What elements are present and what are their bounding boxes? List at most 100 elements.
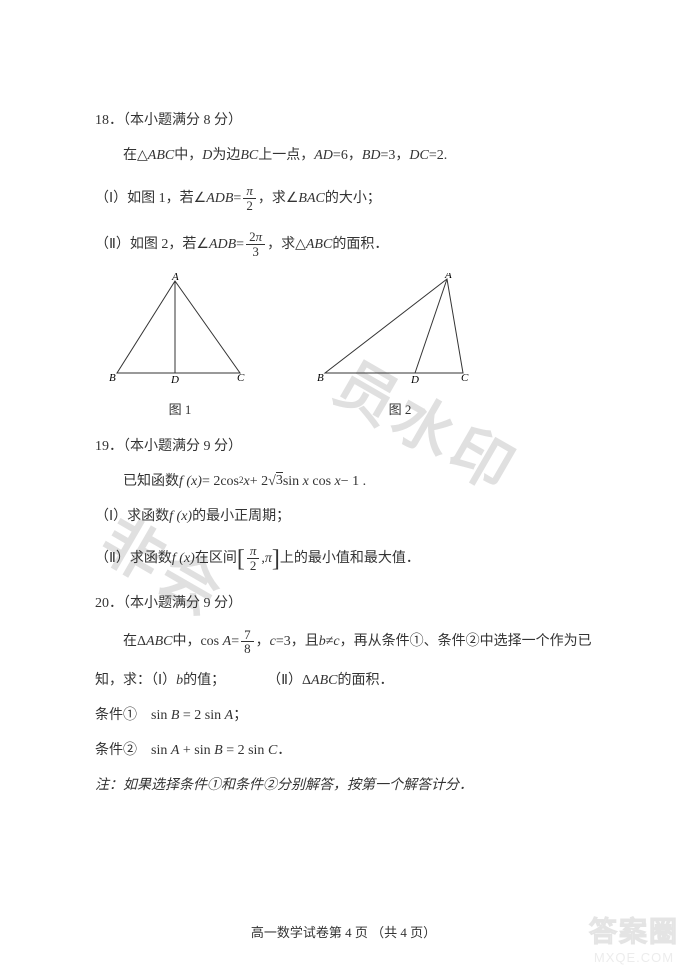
frac-2pi-3: 22ππ 3 <box>246 230 265 258</box>
txt: ， <box>256 631 270 652</box>
txt: BC <box>240 145 258 166</box>
txt: 上的最小值和最大值． <box>280 548 420 569</box>
q20-cond1: 条件① sin B = 2 sin Asin B = 2 sin A ； <box>95 705 597 726</box>
sqrt-icon: √3 <box>268 471 283 492</box>
txt: 上一点， <box>258 145 314 166</box>
frac-7-8: 7 8 <box>241 628 254 656</box>
txt: 的大小； <box>325 188 381 209</box>
txt: 中， <box>172 631 200 652</box>
txt: AD <box>314 145 333 166</box>
txt: f (x) <box>169 506 192 527</box>
txt: f (x) <box>172 548 195 569</box>
txt: （Ⅱ） <box>267 670 302 691</box>
corner-line1: 答案圈 <box>589 910 679 950</box>
txt: △△ABCABC <box>137 145 174 166</box>
txt: 的面积． <box>332 234 388 255</box>
txt: = <box>236 234 244 255</box>
den: 2 <box>243 199 256 213</box>
txt: ，求 <box>258 188 286 209</box>
txt: sin A + sin B = 2 sin C <box>151 740 277 761</box>
txt: 的面积． <box>338 670 394 691</box>
svg-text:B: B <box>109 372 116 384</box>
q20-line2: 知，求：（Ⅰ） b 的值； （Ⅱ） ΔABCΔABC 的面积． <box>95 670 597 691</box>
rbracket-icon: ] <box>272 541 280 577</box>
txt: b <box>319 631 326 652</box>
txt: 知，求：（Ⅰ） <box>95 670 176 691</box>
txt: 页） <box>407 925 436 940</box>
txt: ，且 <box>291 631 319 652</box>
svg-text:C: C <box>461 372 469 384</box>
txt: DC <box>409 145 428 166</box>
frac-pi-2: π 2 <box>243 184 256 212</box>
txt: ． <box>277 740 291 761</box>
txt: D <box>202 145 212 166</box>
txt: = <box>231 631 239 652</box>
txt: ， <box>348 145 362 166</box>
txt: （Ⅰ）如图 1，若 <box>95 188 194 209</box>
q20-body: 在 ΔABCΔABC 中， cos Acos A = 7 8 ， c = 3 ，… <box>95 628 597 656</box>
den: 8 <box>241 642 254 656</box>
q20-header: 20．（本小题满分 9 分） <box>95 593 597 614</box>
txt: 条件① <box>95 705 151 726</box>
txt: ∠ADB <box>196 234 236 255</box>
txt: （Ⅰ）求函数 <box>95 506 169 527</box>
txt: ，求 <box>267 234 295 255</box>
txt: ； <box>233 705 247 726</box>
den: 3 <box>249 245 262 259</box>
corner-line2: MXQE.COM <box>589 950 679 965</box>
q20-note: 注：如果选择条件①和条件②分别解答，按第一个解答计分． <box>95 775 597 796</box>
txt: = <box>276 631 284 652</box>
txt: 3 <box>284 631 291 652</box>
txt: f (x) <box>179 471 202 492</box>
num: π <box>247 544 260 559</box>
txt: ∠ADB <box>194 188 234 209</box>
num: 7 <box>241 628 254 643</box>
txt: 在区间 <box>195 548 237 569</box>
num: π <box>243 184 256 199</box>
txt: 为边 <box>212 145 240 166</box>
txt: （Ⅱ）求函数 <box>95 548 172 569</box>
svg-text:B: B <box>317 372 324 384</box>
txt: π <box>265 548 272 569</box>
txt: △ABC <box>295 234 332 255</box>
svg-text:D: D <box>410 374 419 386</box>
svg-text:A: A <box>171 273 179 283</box>
txt: ， <box>395 145 409 166</box>
q18-part1: （Ⅰ）如图 1，若 ∠ADB∠ADB = π 2 ，求 ∠BAC∠BAC 的大小… <box>95 184 597 212</box>
corner-watermark: 答案圈 MXQE.COM <box>589 910 679 965</box>
q19-body: 已知函数 f (x) = 2cos2 x + 2 √3 sin x cos x … <box>95 471 597 492</box>
txt: + 2 <box>250 471 268 492</box>
svg-text:D: D <box>170 374 179 386</box>
q20-cond2: 条件② sin A + sin B = 2 sin Csin A + sin B… <box>95 740 597 761</box>
figure-2: A B C D 图 2 <box>315 273 485 418</box>
txt: = <box>381 145 389 166</box>
frac-pi-2-int: π 2 <box>247 544 260 572</box>
txt: = 2cos <box>202 471 239 492</box>
txt: 的最小正周期； <box>192 506 290 527</box>
txt: sin B = 2 sin A <box>151 705 233 726</box>
txt: 页 （共 <box>352 925 401 940</box>
txt: 在 <box>123 145 137 166</box>
txt: 6 <box>341 145 348 166</box>
svg-text:C: C <box>237 372 245 384</box>
figures: A B C D 图 1 A B C D 图 2 <box>105 273 597 418</box>
txt: 2 <box>437 145 444 166</box>
txt: ≠ <box>326 631 334 652</box>
txt: ，再从条件①、条件②中选择一个作为已 <box>340 631 592 652</box>
txt: = <box>233 188 241 209</box>
den: 2 <box>247 559 260 573</box>
txt: （Ⅱ）如图 2，若 <box>95 234 196 255</box>
txt: 已知函数 <box>123 471 179 492</box>
page-footer: 高一数学试卷第 4 页 （共 4 页） <box>0 922 687 941</box>
q19-part1: （Ⅰ）求函数 f (x) 的最小正周期； <box>95 506 597 527</box>
q19-part2: （Ⅱ）求函数 f (x) 在区间 [ π 2 , π ] 上的最小值和最大值． <box>95 541 597 577</box>
fig1-svg: A B C D <box>105 273 255 393</box>
txt: sin x cos x <box>283 471 341 492</box>
txt: ∠BAC <box>286 188 325 209</box>
txt: ΔABC <box>302 670 337 691</box>
q18-header: 18．（本小题满分 8 分） <box>95 110 597 131</box>
txt: b <box>176 670 183 691</box>
fig1-label: 图 1 <box>169 399 192 418</box>
txt: . <box>444 145 448 166</box>
txt <box>225 670 267 691</box>
